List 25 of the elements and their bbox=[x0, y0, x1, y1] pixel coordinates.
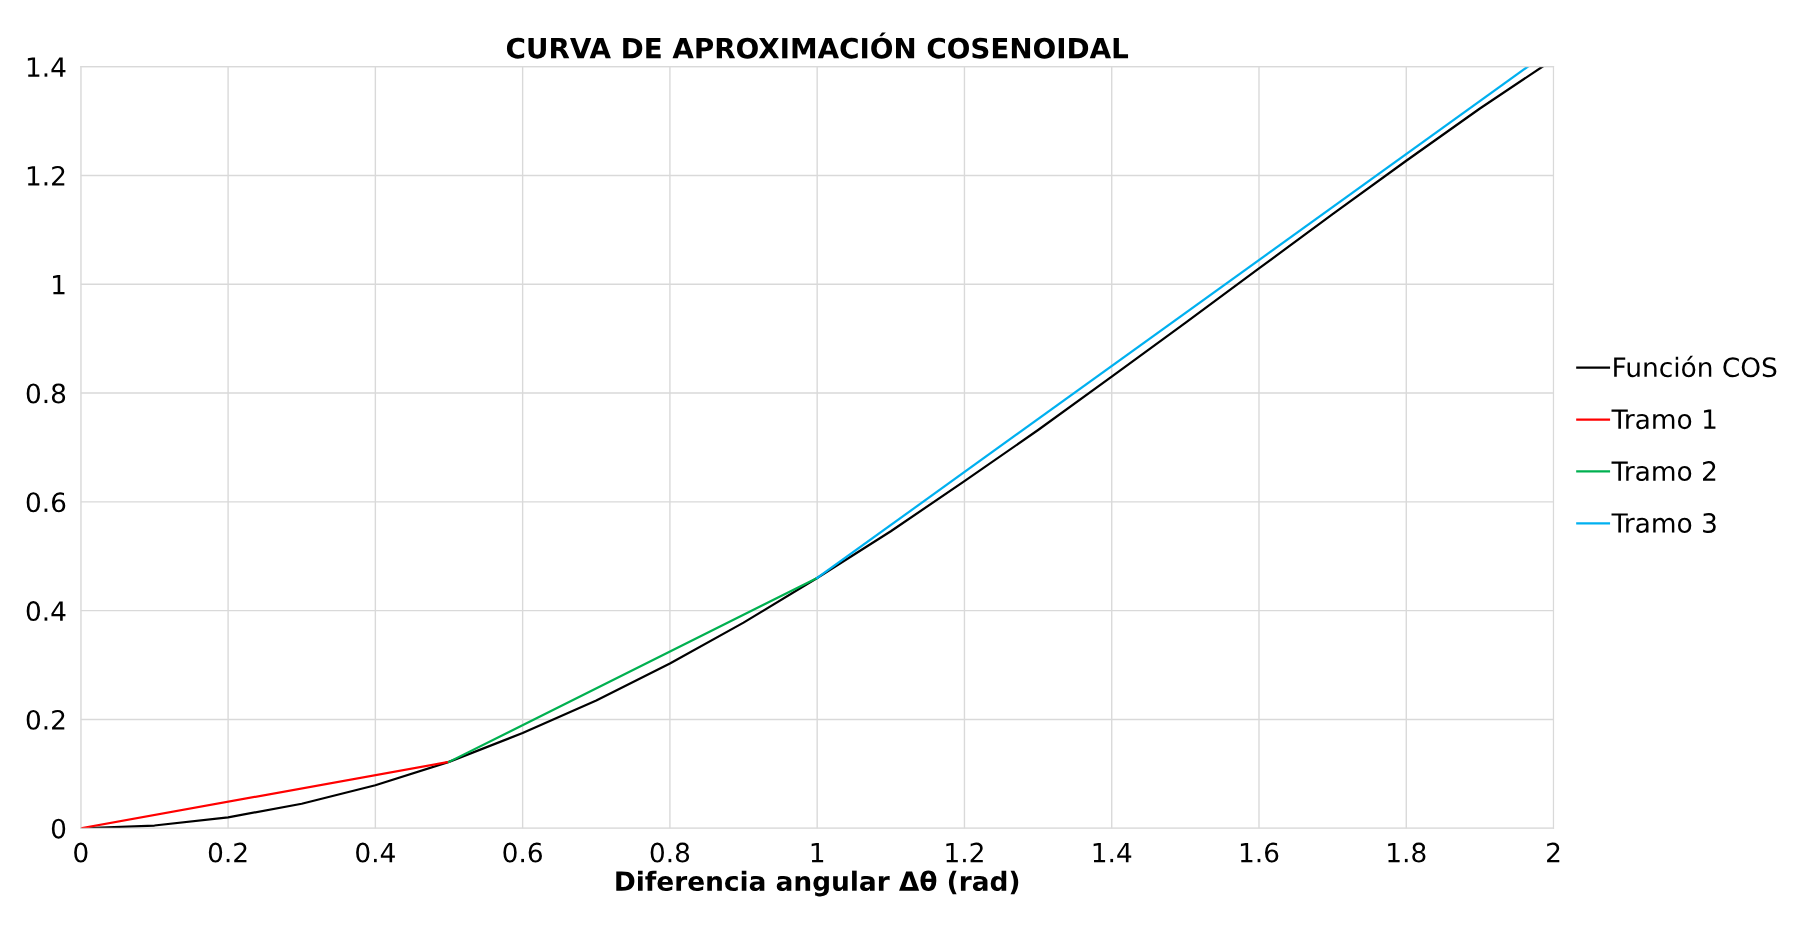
x-tick-label: 2 bbox=[1547, 842, 1560, 863]
legend-label: Tramo 2 bbox=[1611, 461, 1716, 482]
x-tick-label: 0.4 bbox=[356, 842, 395, 863]
x-tick-label: 1 bbox=[811, 842, 824, 863]
legend-label: Tramo 3 bbox=[1611, 513, 1716, 533]
x-axis-title: Diferencia angular Δθ (rad) bbox=[616, 870, 1019, 897]
y-tick-label: 0.6 bbox=[26, 492, 66, 513]
y-tick-label: 1.4 bbox=[27, 57, 66, 77]
x-tick-label: 1.2 bbox=[946, 842, 983, 863]
x-tick-label: 1.4 bbox=[1093, 842, 1132, 863]
legend-label: Tramo 1 bbox=[1611, 409, 1716, 430]
x-tick-label: 0.2 bbox=[208, 842, 247, 863]
x-tick-label: 1.6 bbox=[1240, 842, 1279, 863]
y-tick-label: 1.2 bbox=[27, 165, 65, 186]
y-tick-label: 0.8 bbox=[26, 383, 66, 404]
y-tick-label: 1 bbox=[53, 275, 65, 295]
y-tick-label: 0 bbox=[51, 818, 66, 839]
y-tick-label: 0.4 bbox=[26, 601, 66, 622]
x-tick-label: 0 bbox=[74, 842, 88, 863]
x-tick-label: 0.8 bbox=[650, 842, 690, 863]
x-tick-label: 1.8 bbox=[1388, 842, 1426, 863]
y-tick-label: 0.2 bbox=[26, 709, 65, 730]
chart-title: CURVA DE APROXIMACIÓN COSENOIDAL bbox=[506, 32, 1129, 59]
legend-label: Función COS bbox=[1614, 355, 1777, 378]
x-tick-label: 0.6 bbox=[503, 842, 542, 863]
